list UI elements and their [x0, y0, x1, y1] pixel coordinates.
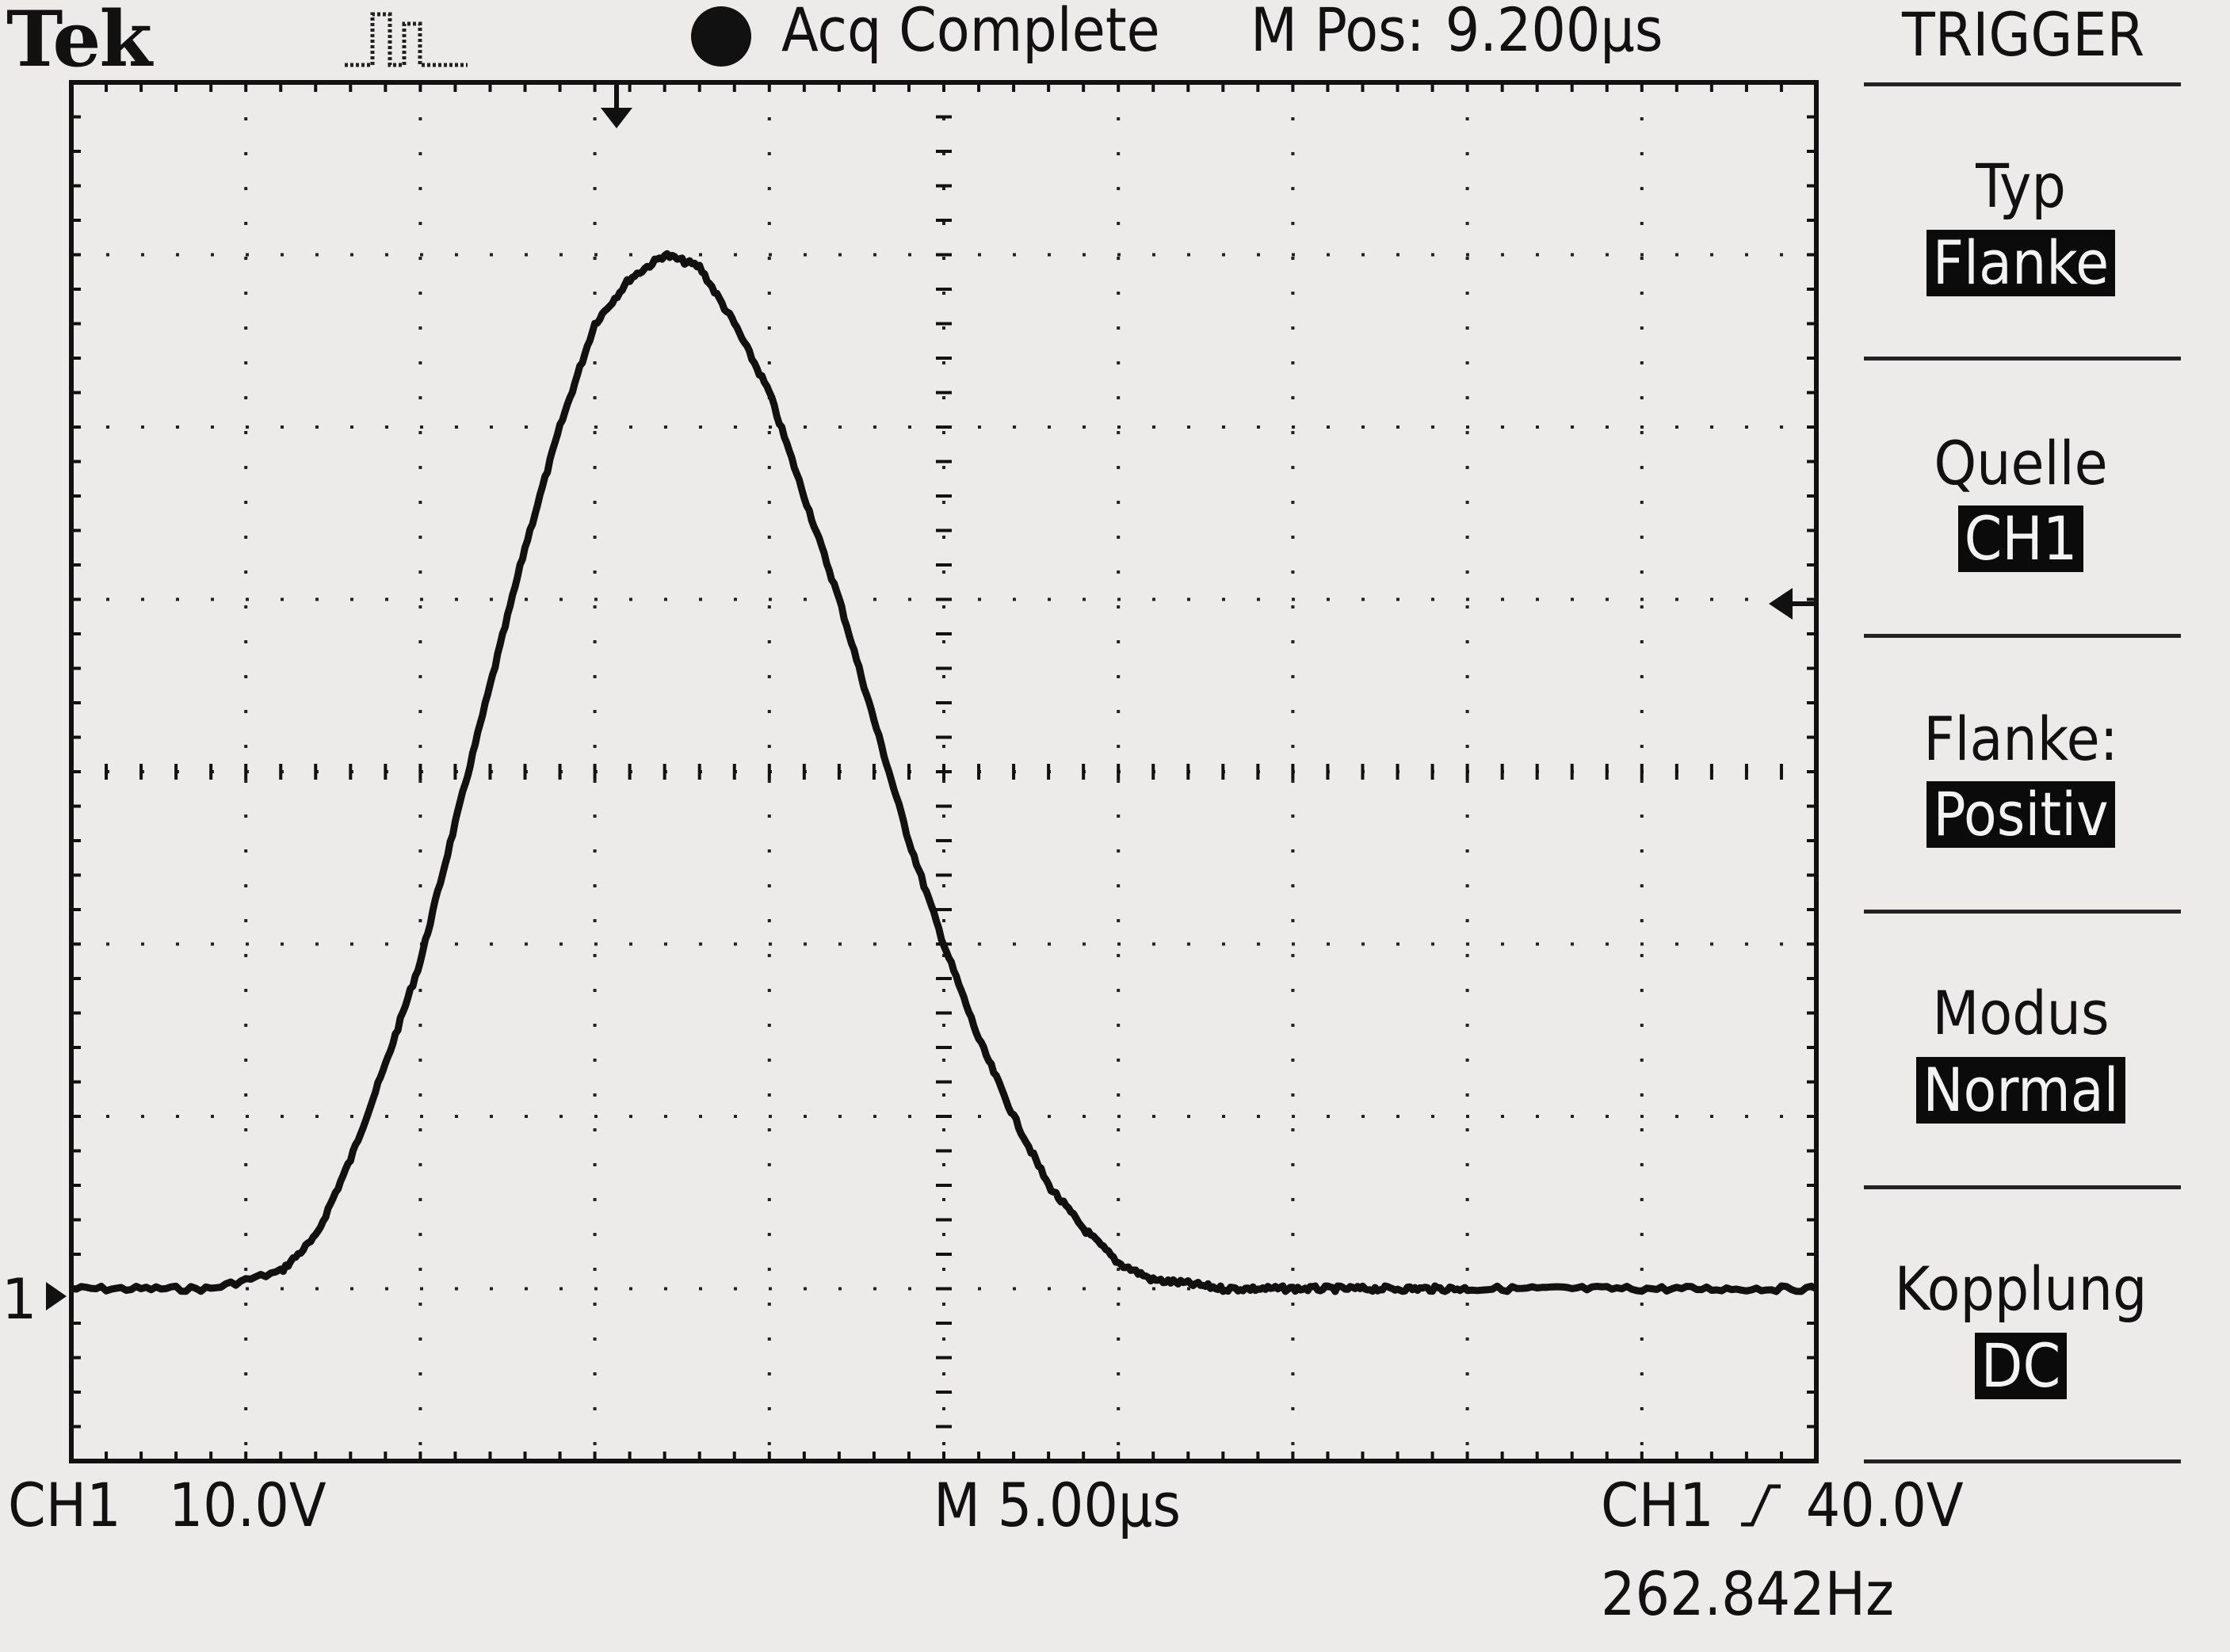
- pulse-run-icon: [345, 12, 468, 67]
- menu-separator: [1864, 1185, 2181, 1189]
- menu-item-value: CH1: [1957, 506, 2084, 572]
- menu-item-label: Modus: [1932, 978, 2110, 1048]
- menu-separator: [1864, 1459, 2181, 1463]
- tek-logo: Tek: [6, 0, 152, 84]
- menu-item-label: Quelle: [1934, 428, 2108, 498]
- menu-title: TRIGGER: [1902, 0, 2145, 70]
- rising-edge-icon: [1740, 1484, 1781, 1527]
- channel-label: CH1: [8, 1470, 121, 1540]
- m-pos-label: M Pos:: [1251, 0, 1425, 65]
- graticule: [70, 81, 1818, 1463]
- trigger-level: 40.0V: [1805, 1470, 1964, 1540]
- trigger-readout: CH1 40.0V: [1601, 1475, 1964, 1536]
- trigger-source: CH1: [1601, 1470, 1714, 1540]
- menu-separator: [1864, 357, 2181, 361]
- trigger-level-arrow-icon: [1769, 588, 1816, 620]
- ground-arrow-icon: [46, 1282, 67, 1311]
- timebase-readout: M 5.00µs: [934, 1470, 1182, 1540]
- ch1-scale-readout: CH1 10.0V: [8, 1475, 326, 1536]
- menu-separator: [1864, 82, 2181, 86]
- ch1-waveform: [71, 250, 1818, 1295]
- menu-item-value: Normal: [1916, 1057, 2125, 1124]
- m-pos-value: 9.200µs: [1445, 0, 1663, 65]
- menu-item-value: DC: [1974, 1333, 2068, 1399]
- acquisition-status: Acq Complete: [781, 0, 1160, 65]
- menu-item-label: Flanke:: [1923, 704, 2118, 774]
- menu-separator: [1864, 634, 2181, 638]
- trigger-position-arrow-icon: [601, 82, 632, 128]
- m-pos-readout: M Pos: 9.200µs: [1251, 0, 1663, 60]
- menu-item-value: Flanke: [1926, 230, 2116, 296]
- acquisition-status-dot: [691, 6, 751, 67]
- menu-item-value: Positiv: [1926, 781, 2115, 848]
- channel-ground-label: 1: [2, 1267, 37, 1332]
- volts-per-div: 10.0V: [168, 1470, 326, 1540]
- menu-separator: [1864, 910, 2181, 914]
- frequency-readout: 262.842Hz: [1601, 1559, 1894, 1629]
- menu-item-label: Kopplung: [1894, 1253, 2148, 1324]
- graticule-frame: [69, 80, 1819, 1463]
- menu-item-label: Typ: [1976, 151, 2066, 221]
